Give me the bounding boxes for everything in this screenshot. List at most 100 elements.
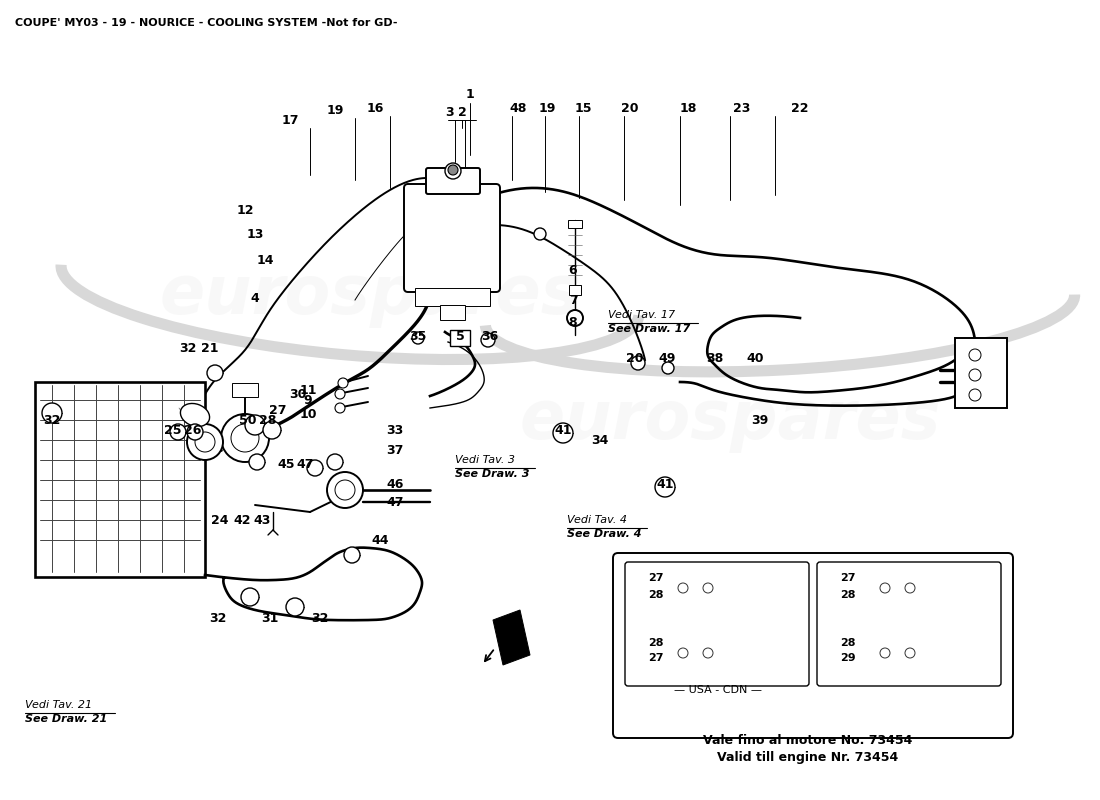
- Text: Vedi Tav. 21: Vedi Tav. 21: [25, 700, 92, 710]
- Text: 34: 34: [592, 434, 608, 446]
- Text: 22: 22: [791, 102, 808, 114]
- Circle shape: [231, 424, 258, 452]
- Bar: [415, 288, 490, 306]
- Text: 26: 26: [185, 423, 201, 437]
- Circle shape: [905, 583, 915, 593]
- Text: 28: 28: [840, 590, 856, 600]
- Text: 8: 8: [569, 315, 578, 329]
- Circle shape: [336, 480, 355, 500]
- Circle shape: [263, 421, 280, 439]
- Circle shape: [448, 165, 458, 175]
- Text: eurospares: eurospares: [160, 262, 581, 328]
- Text: 36: 36: [482, 330, 498, 343]
- Text: 4: 4: [251, 291, 260, 305]
- Text: 19: 19: [327, 103, 343, 117]
- Circle shape: [344, 547, 360, 563]
- Text: 20: 20: [621, 102, 639, 114]
- Circle shape: [703, 583, 713, 593]
- Text: 28: 28: [648, 638, 663, 648]
- Text: Valid till engine Nr. 73454: Valid till engine Nr. 73454: [717, 751, 899, 765]
- Text: 27: 27: [648, 653, 663, 663]
- Circle shape: [241, 588, 258, 606]
- Circle shape: [207, 365, 223, 381]
- Circle shape: [969, 389, 981, 401]
- Text: 5: 5: [455, 330, 464, 343]
- FancyBboxPatch shape: [817, 562, 1001, 686]
- Circle shape: [662, 362, 674, 374]
- Text: 48: 48: [509, 102, 527, 114]
- Circle shape: [446, 163, 461, 179]
- Text: Vedi Tav. 3: Vedi Tav. 3: [455, 455, 515, 465]
- Polygon shape: [493, 610, 530, 665]
- Text: Vedi Tav. 4: Vedi Tav. 4: [566, 515, 627, 525]
- Bar: [450, 330, 470, 346]
- Text: 27: 27: [840, 573, 856, 583]
- Text: 13: 13: [246, 229, 264, 242]
- Text: 12: 12: [236, 203, 254, 217]
- Text: 16: 16: [366, 102, 384, 114]
- Circle shape: [678, 583, 688, 593]
- Circle shape: [195, 432, 214, 452]
- Text: 29: 29: [840, 653, 856, 663]
- Text: 18: 18: [680, 102, 696, 114]
- Circle shape: [187, 424, 204, 440]
- Circle shape: [631, 356, 645, 370]
- Text: — USA - CDN —: — USA - CDN —: [674, 685, 762, 695]
- Text: 31: 31: [262, 611, 278, 625]
- FancyBboxPatch shape: [613, 553, 1013, 738]
- Circle shape: [336, 403, 345, 413]
- Text: 25: 25: [164, 423, 182, 437]
- Text: 45: 45: [277, 458, 295, 471]
- Ellipse shape: [180, 403, 210, 426]
- Circle shape: [307, 460, 323, 476]
- Circle shape: [336, 389, 345, 399]
- Circle shape: [534, 228, 546, 240]
- Circle shape: [703, 648, 713, 658]
- Text: 19: 19: [538, 102, 556, 114]
- Circle shape: [566, 310, 583, 326]
- Circle shape: [969, 369, 981, 381]
- Text: 27: 27: [648, 573, 663, 583]
- Text: 6: 6: [569, 263, 578, 277]
- Text: 40: 40: [746, 351, 763, 365]
- Text: See Draw. 17: See Draw. 17: [608, 324, 691, 334]
- Text: See Draw. 3: See Draw. 3: [455, 469, 529, 479]
- Circle shape: [245, 415, 265, 435]
- Circle shape: [221, 414, 270, 462]
- Text: 21: 21: [201, 342, 219, 354]
- Text: See Draw. 4: See Draw. 4: [566, 529, 641, 539]
- Circle shape: [553, 423, 573, 443]
- Circle shape: [187, 424, 223, 460]
- Text: eurospares: eurospares: [519, 387, 940, 453]
- Text: 24: 24: [211, 514, 229, 526]
- FancyBboxPatch shape: [426, 168, 480, 194]
- Text: 32: 32: [179, 342, 197, 354]
- Text: 35: 35: [409, 330, 427, 343]
- Bar: [569, 285, 581, 295]
- Text: 30: 30: [289, 389, 307, 402]
- Text: 49: 49: [658, 351, 675, 365]
- Text: 41: 41: [657, 478, 673, 491]
- Bar: [232, 383, 258, 397]
- Bar: [955, 338, 1006, 408]
- Text: COUPE' MY03 - 19 - NOURICE - COOLING SYSTEM -Not for GD-: COUPE' MY03 - 19 - NOURICE - COOLING SYS…: [15, 18, 397, 28]
- Circle shape: [880, 648, 890, 658]
- Text: 47: 47: [296, 458, 314, 471]
- Circle shape: [905, 648, 915, 658]
- Text: See Draw. 21: See Draw. 21: [25, 714, 108, 724]
- Text: 17: 17: [282, 114, 299, 126]
- Text: 32: 32: [209, 611, 227, 625]
- Circle shape: [42, 403, 62, 423]
- Bar: [440, 305, 465, 320]
- Bar: [35, 382, 205, 577]
- Text: 32: 32: [43, 414, 60, 426]
- Text: 20: 20: [626, 351, 644, 365]
- Text: 9: 9: [304, 394, 312, 406]
- Text: Vedi Tav. 17: Vedi Tav. 17: [608, 310, 675, 320]
- Text: 28: 28: [260, 414, 277, 426]
- Text: 33: 33: [386, 423, 404, 437]
- Bar: [568, 220, 582, 228]
- Circle shape: [286, 598, 304, 616]
- Text: 1: 1: [465, 89, 474, 102]
- Text: 10: 10: [299, 409, 317, 422]
